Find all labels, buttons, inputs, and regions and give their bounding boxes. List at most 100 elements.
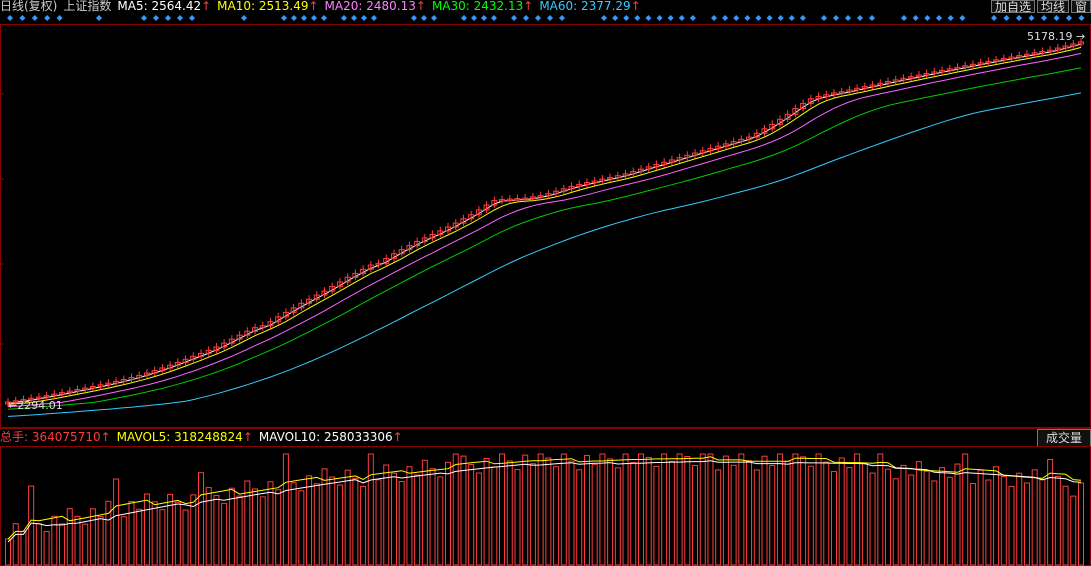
candle-body [1062,45,1069,49]
candle-body [823,94,830,97]
volume-bar [437,476,444,566]
signal-diamond [19,15,26,21]
signal-diamond [291,15,297,21]
volume-bar [51,515,58,566]
candle-body [151,370,158,374]
mavol10-line [7,460,1082,543]
volume-bar [128,501,135,566]
candle-body [468,214,475,220]
candle-body [529,196,536,199]
signal-diamond [311,15,317,21]
candle-body [792,108,799,115]
signal-diamond [559,15,565,21]
signal-diamond [361,15,367,21]
volume-chart[interactable] [0,446,1091,566]
candle-body [174,361,181,366]
signal-diamond [31,15,38,21]
candle-body [1070,43,1077,47]
signal-diamond [936,15,942,21]
volume-bar [583,455,590,566]
volume-bar [252,488,259,566]
volume-bar [383,464,390,566]
volume-bar [1016,472,1023,566]
signal-diamond [7,15,13,21]
candle-body [576,183,583,187]
candle-body [622,173,629,177]
candle-body [722,143,729,147]
volume-bar [367,453,374,566]
volume-bar [197,472,204,566]
volume-bar [537,453,544,566]
volume-bar [282,453,289,566]
volume-bar [854,453,861,566]
volume-bar [869,472,876,566]
candle-body [1016,55,1023,58]
volume-bar [877,453,884,566]
candle-body [784,113,791,120]
candle-body [892,79,899,83]
add-watchlist-button[interactable]: 加自选 [990,0,1035,13]
moving-average-button[interactable]: 均线 [1036,0,1069,13]
signal-diamond [766,15,773,21]
volume-indicator-button[interactable]: 成交量 [1037,429,1091,447]
candle-body [738,138,745,143]
volume-bar [74,515,81,566]
candle-body [159,367,166,372]
signal-diamond [1066,15,1072,21]
volume-bar [113,478,120,566]
volume-bar [298,490,305,566]
signal-diamond [1078,15,1085,21]
candle-body [344,276,351,283]
volume-bar [267,481,274,566]
candle-body [854,87,861,91]
candle-body [51,393,58,397]
volume-bar [159,509,166,566]
signal-diamond [901,15,907,21]
signal-diamond [341,15,347,21]
volume-bar [699,453,706,566]
candle-body [993,59,1000,62]
signal-diamond [821,15,827,21]
candle-body [545,193,552,197]
ma30-legend: MA30: 2432.13↑ [431,0,534,13]
candle-body [614,175,621,179]
pane-divider [0,428,1091,429]
candle-body [699,150,706,154]
volume-bar [445,461,452,566]
signal-diamond [857,15,863,21]
candle-body [421,237,428,242]
signal-diamond [421,15,427,21]
volume-bar [962,453,969,566]
signal-diamond [912,15,919,21]
candle-body [398,249,405,255]
ma20-legend: MA20: 2480.13↑ [324,0,426,13]
chart-header: 日线(复权) 上证指数 MA5: 2564.42↑ MA10: 2513.49↑ MA2… [0,0,985,13]
ma5-legend: MA5: 2564.42↑ [117,0,212,13]
volume-bar [483,457,490,566]
volume-bar [861,463,868,566]
ma60-line [7,92,1082,417]
signal-diamond [634,15,641,21]
volume-bar [815,453,822,566]
signal-diamond [777,15,784,21]
candle-body [977,62,984,65]
candle-body [445,226,452,232]
candle-body [43,395,50,398]
window-button[interactable]: 窗 [1070,0,1091,13]
volume-bar [846,466,853,566]
candle-body [197,352,204,357]
candle-body [252,327,259,332]
candle-body [499,199,506,202]
candle-body [236,334,243,340]
candle-body [522,197,529,201]
candle-body [128,377,135,381]
signal-diamond [1003,15,1010,21]
signal-diamond [177,15,183,21]
candle-body [182,358,189,363]
price-chart[interactable]: 5178.19 → ←2294.01 [0,24,1091,428]
candle-body [954,66,961,70]
signal-diamond [1041,15,1047,21]
volume-bar [329,476,336,566]
signal-diamond [321,15,327,21]
signal-diamond [959,15,966,21]
